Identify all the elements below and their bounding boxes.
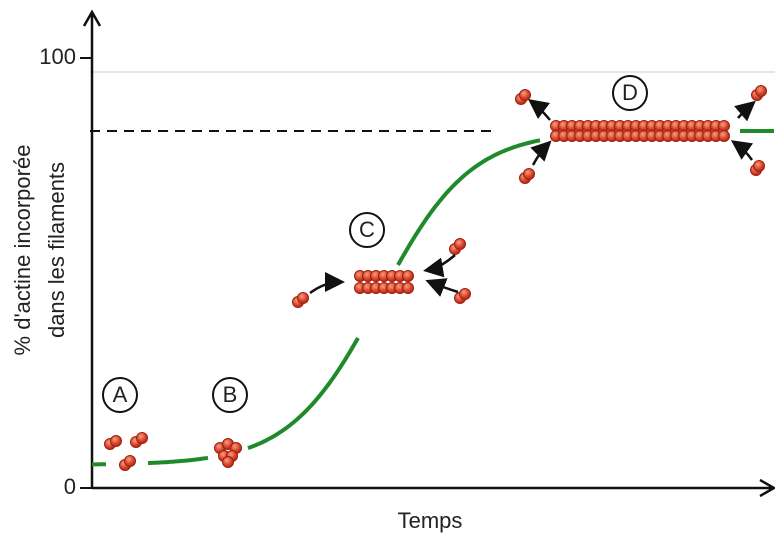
y-tick-label: 0 <box>64 474 76 499</box>
monomer <box>297 292 309 304</box>
stage-markers: A B C D <box>102 75 648 413</box>
monomer <box>753 160 765 172</box>
curve-segment <box>396 138 541 266</box>
x-axis-label: Temps <box>398 508 463 533</box>
y-axis-label: dans les filaments <box>44 162 69 338</box>
curve <box>92 129 774 467</box>
monomer <box>124 455 136 467</box>
stage-label: A <box>113 382 128 407</box>
monomer <box>718 130 730 142</box>
monomer <box>222 456 234 468</box>
x-axis <box>92 478 775 498</box>
monomer <box>110 435 122 447</box>
monomer <box>454 238 466 250</box>
curve-segment <box>247 337 360 450</box>
y-tick-label: 100 <box>39 44 76 69</box>
arrows <box>309 98 756 297</box>
monomer <box>402 282 414 294</box>
monomer <box>755 85 767 97</box>
molecules <box>104 85 767 471</box>
monomer <box>136 432 148 444</box>
stage-label: D <box>622 80 638 105</box>
monomer <box>519 89 531 101</box>
stage-label: C <box>359 217 375 242</box>
y-axis <box>82 9 102 488</box>
curve-segment <box>147 455 209 466</box>
monomer <box>718 120 730 132</box>
stage-label: B <box>223 382 238 407</box>
monomer <box>523 168 535 180</box>
monomer <box>402 270 414 282</box>
y-axis-label: % d'actine incorporée <box>10 145 35 356</box>
monomer <box>459 288 471 300</box>
